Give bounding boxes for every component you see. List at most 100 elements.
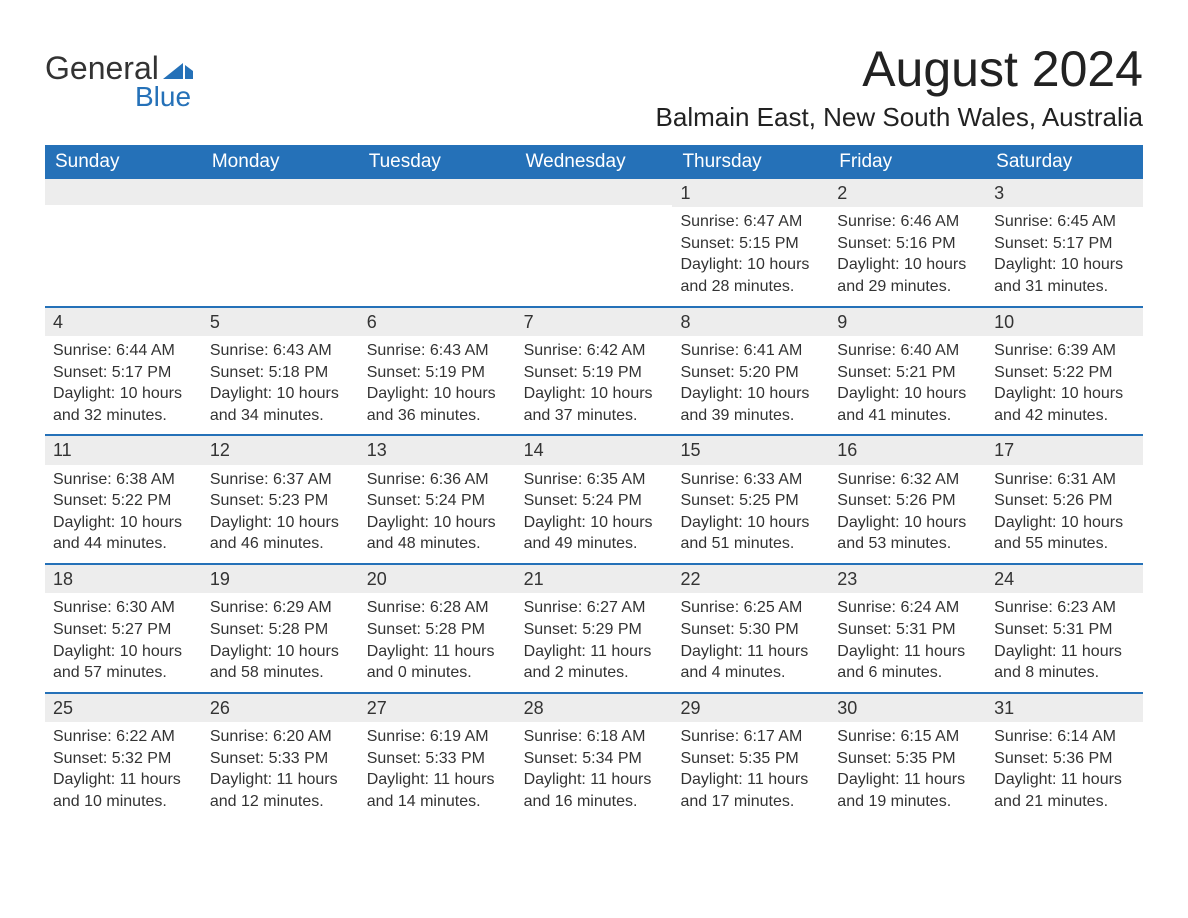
sunset-text: Sunset: 5:35 PM	[837, 748, 978, 770]
sunset-text: Sunset: 5:26 PM	[837, 490, 978, 512]
title-block: August 2024 Balmain East, New South Wale…	[656, 30, 1143, 133]
date-strip: 12	[202, 436, 359, 464]
sunset-text: Sunset: 5:30 PM	[680, 619, 821, 641]
daylight-text: Daylight: 10 hours and 48 minutes.	[367, 512, 508, 555]
cell-details: Sunrise: 6:46 AMSunset: 5:16 PMDaylight:…	[829, 207, 986, 305]
date-strip: 3	[986, 179, 1143, 207]
sunrise-text: Sunrise: 6:18 AM	[524, 726, 665, 748]
calendar-cell: 14Sunrise: 6:35 AMSunset: 5:24 PMDayligh…	[516, 436, 673, 563]
sunrise-text: Sunrise: 6:25 AM	[680, 597, 821, 619]
day-header: Tuesday	[359, 145, 516, 179]
date-strip: 1	[672, 179, 829, 207]
calendar-cell: 27Sunrise: 6:19 AMSunset: 5:33 PMDayligh…	[359, 694, 516, 821]
calendar-cell: 30Sunrise: 6:15 AMSunset: 5:35 PMDayligh…	[829, 694, 986, 821]
week-row: 11Sunrise: 6:38 AMSunset: 5:22 PMDayligh…	[45, 434, 1143, 563]
date-strip: 5	[202, 308, 359, 336]
cell-details: Sunrise: 6:20 AMSunset: 5:33 PMDaylight:…	[202, 722, 359, 820]
daylight-text: Daylight: 11 hours and 14 minutes.	[367, 769, 508, 812]
daylight-text: Daylight: 11 hours and 12 minutes.	[210, 769, 351, 812]
sunset-text: Sunset: 5:24 PM	[367, 490, 508, 512]
sunrise-text: Sunrise: 6:28 AM	[367, 597, 508, 619]
sunset-text: Sunset: 5:34 PM	[524, 748, 665, 770]
calendar-cell: 5Sunrise: 6:43 AMSunset: 5:18 PMDaylight…	[202, 308, 359, 435]
sunrise-text: Sunrise: 6:31 AM	[994, 469, 1135, 491]
date-strip	[202, 179, 359, 205]
sunset-text: Sunset: 5:31 PM	[837, 619, 978, 641]
calendar-cell: 25Sunrise: 6:22 AMSunset: 5:32 PMDayligh…	[45, 694, 202, 821]
calendar-cell: 10Sunrise: 6:39 AMSunset: 5:22 PMDayligh…	[986, 308, 1143, 435]
daylight-text: Daylight: 10 hours and 53 minutes.	[837, 512, 978, 555]
calendar-cell: 3Sunrise: 6:45 AMSunset: 5:17 PMDaylight…	[986, 179, 1143, 306]
day-header: Friday	[829, 145, 986, 179]
date-strip: 31	[986, 694, 1143, 722]
date-strip: 24	[986, 565, 1143, 593]
calendar-cell: 23Sunrise: 6:24 AMSunset: 5:31 PMDayligh…	[829, 565, 986, 692]
date-strip: 25	[45, 694, 202, 722]
logo-word2: Blue	[135, 81, 193, 113]
sunrise-text: Sunrise: 6:39 AM	[994, 340, 1135, 362]
sunset-text: Sunset: 5:29 PM	[524, 619, 665, 641]
daylight-text: Daylight: 10 hours and 49 minutes.	[524, 512, 665, 555]
daylight-text: Daylight: 11 hours and 21 minutes.	[994, 769, 1135, 812]
sunrise-text: Sunrise: 6:41 AM	[680, 340, 821, 362]
daylight-text: Daylight: 10 hours and 51 minutes.	[680, 512, 821, 555]
page-title: August 2024	[656, 40, 1143, 98]
sunrise-text: Sunrise: 6:46 AM	[837, 211, 978, 233]
cell-details: Sunrise: 6:24 AMSunset: 5:31 PMDaylight:…	[829, 593, 986, 691]
cell-details: Sunrise: 6:15 AMSunset: 5:35 PMDaylight:…	[829, 722, 986, 820]
header: General Blue August 2024 Balmain East, N…	[45, 30, 1143, 133]
sunrise-text: Sunrise: 6:20 AM	[210, 726, 351, 748]
sunset-text: Sunset: 5:19 PM	[367, 362, 508, 384]
date-strip: 14	[516, 436, 673, 464]
date-strip: 18	[45, 565, 202, 593]
cell-details: Sunrise: 6:14 AMSunset: 5:36 PMDaylight:…	[986, 722, 1143, 820]
sunrise-text: Sunrise: 6:23 AM	[994, 597, 1135, 619]
calendar-cell: 29Sunrise: 6:17 AMSunset: 5:35 PMDayligh…	[672, 694, 829, 821]
sunrise-text: Sunrise: 6:27 AM	[524, 597, 665, 619]
calendar-cell: 22Sunrise: 6:25 AMSunset: 5:30 PMDayligh…	[672, 565, 829, 692]
calendar: SundayMondayTuesdayWednesdayThursdayFrid…	[45, 145, 1143, 820]
day-header: Sunday	[45, 145, 202, 179]
date-strip: 7	[516, 308, 673, 336]
sunset-text: Sunset: 5:31 PM	[994, 619, 1135, 641]
sunset-text: Sunset: 5:23 PM	[210, 490, 351, 512]
sunrise-text: Sunrise: 6:33 AM	[680, 469, 821, 491]
calendar-cell	[516, 179, 673, 306]
logo-mark-icon	[163, 59, 193, 79]
cell-details: Sunrise: 6:43 AMSunset: 5:18 PMDaylight:…	[202, 336, 359, 434]
calendar-cell: 1Sunrise: 6:47 AMSunset: 5:15 PMDaylight…	[672, 179, 829, 306]
calendar-cell	[45, 179, 202, 306]
sunset-text: Sunset: 5:26 PM	[994, 490, 1135, 512]
daylight-text: Daylight: 11 hours and 4 minutes.	[680, 641, 821, 684]
daylight-text: Daylight: 11 hours and 8 minutes.	[994, 641, 1135, 684]
daylight-text: Daylight: 10 hours and 58 minutes.	[210, 641, 351, 684]
sunrise-text: Sunrise: 6:45 AM	[994, 211, 1135, 233]
calendar-cell: 18Sunrise: 6:30 AMSunset: 5:27 PMDayligh…	[45, 565, 202, 692]
cell-details: Sunrise: 6:33 AMSunset: 5:25 PMDaylight:…	[672, 465, 829, 563]
daylight-text: Daylight: 10 hours and 34 minutes.	[210, 383, 351, 426]
sunset-text: Sunset: 5:22 PM	[994, 362, 1135, 384]
cell-details: Sunrise: 6:28 AMSunset: 5:28 PMDaylight:…	[359, 593, 516, 691]
sunrise-text: Sunrise: 6:47 AM	[680, 211, 821, 233]
week-row: 4Sunrise: 6:44 AMSunset: 5:17 PMDaylight…	[45, 306, 1143, 435]
calendar-cell	[359, 179, 516, 306]
day-header-row: SundayMondayTuesdayWednesdayThursdayFrid…	[45, 145, 1143, 179]
calendar-cell: 6Sunrise: 6:43 AMSunset: 5:19 PMDaylight…	[359, 308, 516, 435]
calendar-cell	[202, 179, 359, 306]
calendar-cell: 11Sunrise: 6:38 AMSunset: 5:22 PMDayligh…	[45, 436, 202, 563]
daylight-text: Daylight: 11 hours and 19 minutes.	[837, 769, 978, 812]
daylight-text: Daylight: 11 hours and 6 minutes.	[837, 641, 978, 684]
calendar-cell: 8Sunrise: 6:41 AMSunset: 5:20 PMDaylight…	[672, 308, 829, 435]
sunrise-text: Sunrise: 6:32 AM	[837, 469, 978, 491]
week-row: 1Sunrise: 6:47 AMSunset: 5:15 PMDaylight…	[45, 179, 1143, 306]
cell-details: Sunrise: 6:37 AMSunset: 5:23 PMDaylight:…	[202, 465, 359, 563]
date-strip: 23	[829, 565, 986, 593]
daylight-text: Daylight: 10 hours and 31 minutes.	[994, 254, 1135, 297]
calendar-cell: 26Sunrise: 6:20 AMSunset: 5:33 PMDayligh…	[202, 694, 359, 821]
sunrise-text: Sunrise: 6:36 AM	[367, 469, 508, 491]
cell-details: Sunrise: 6:36 AMSunset: 5:24 PMDaylight:…	[359, 465, 516, 563]
sunset-text: Sunset: 5:21 PM	[837, 362, 978, 384]
cell-details: Sunrise: 6:22 AMSunset: 5:32 PMDaylight:…	[45, 722, 202, 820]
date-strip	[359, 179, 516, 205]
day-header: Thursday	[672, 145, 829, 179]
